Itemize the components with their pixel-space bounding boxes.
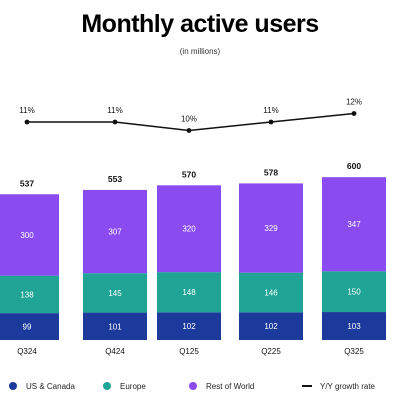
growth-rate-point [25, 120, 30, 125]
legend-line-swatch [302, 385, 312, 387]
chart-legend: US & Canada Europe Rest of World Y/Y growth… [0, 376, 400, 396]
x-tick-label: Q325 [344, 347, 364, 356]
legend-label: Rest of World [206, 382, 254, 391]
legend-dot-swatch [103, 382, 111, 390]
growth-rate-label: 12% [346, 98, 362, 107]
legend-label: Europe [120, 382, 146, 391]
bar-value-label: 99 [23, 323, 32, 332]
x-tick-label: Q424 [105, 347, 125, 356]
growth-rate-point [352, 111, 357, 116]
bar-value-label: 145 [108, 289, 122, 298]
x-tick-label: Q125 [179, 347, 199, 356]
x-tick-label: Q324 [17, 347, 37, 356]
bar-value-label: 148 [182, 288, 196, 297]
bar-value-label: 103 [347, 322, 361, 331]
growth-rate-point [187, 128, 192, 133]
bar-value-label: 150 [347, 288, 361, 297]
growth-rate-label: 10% [181, 115, 197, 124]
growth-rate-label: 11% [107, 106, 122, 115]
legend-item-y-y-growth-rate: Y/Y growth rate [302, 376, 375, 396]
bar-total-label: 570 [182, 169, 196, 179]
growth-rate-label: 11% [19, 106, 34, 115]
legend-dot-swatch [189, 382, 197, 390]
bar-total-label: 537 [20, 178, 34, 188]
bar-value-label: 300 [20, 231, 34, 240]
bar-value-label: 102 [264, 322, 278, 331]
bar-total-label: 553 [108, 174, 122, 184]
bar-value-label: 101 [108, 322, 122, 331]
legend-label: Y/Y growth rate [320, 382, 375, 391]
bar-total-label: 578 [264, 167, 278, 177]
bar-value-label: 347 [347, 220, 361, 229]
legend-label: US & Canada [26, 382, 75, 391]
bar-total-label: 600 [347, 161, 361, 171]
legend-item-europe: Europe [103, 376, 146, 396]
legend-item-us-canada: US & Canada [9, 376, 75, 396]
bar-value-label: 320 [182, 225, 196, 234]
growth-rate-label: 11% [263, 106, 278, 115]
legend-item-rest-of-world: Rest of World [189, 376, 254, 396]
bar-value-label: 329 [264, 224, 278, 233]
x-tick-label: Q225 [261, 347, 281, 356]
growth-rate-point [269, 120, 274, 125]
bar-value-label: 307 [108, 228, 122, 237]
growth-rate-point [113, 120, 118, 125]
bar-value-label: 102 [182, 322, 196, 331]
bar-value-label: 146 [264, 289, 278, 298]
legend-dot-swatch [9, 382, 17, 390]
bar-value-label: 138 [20, 290, 34, 299]
